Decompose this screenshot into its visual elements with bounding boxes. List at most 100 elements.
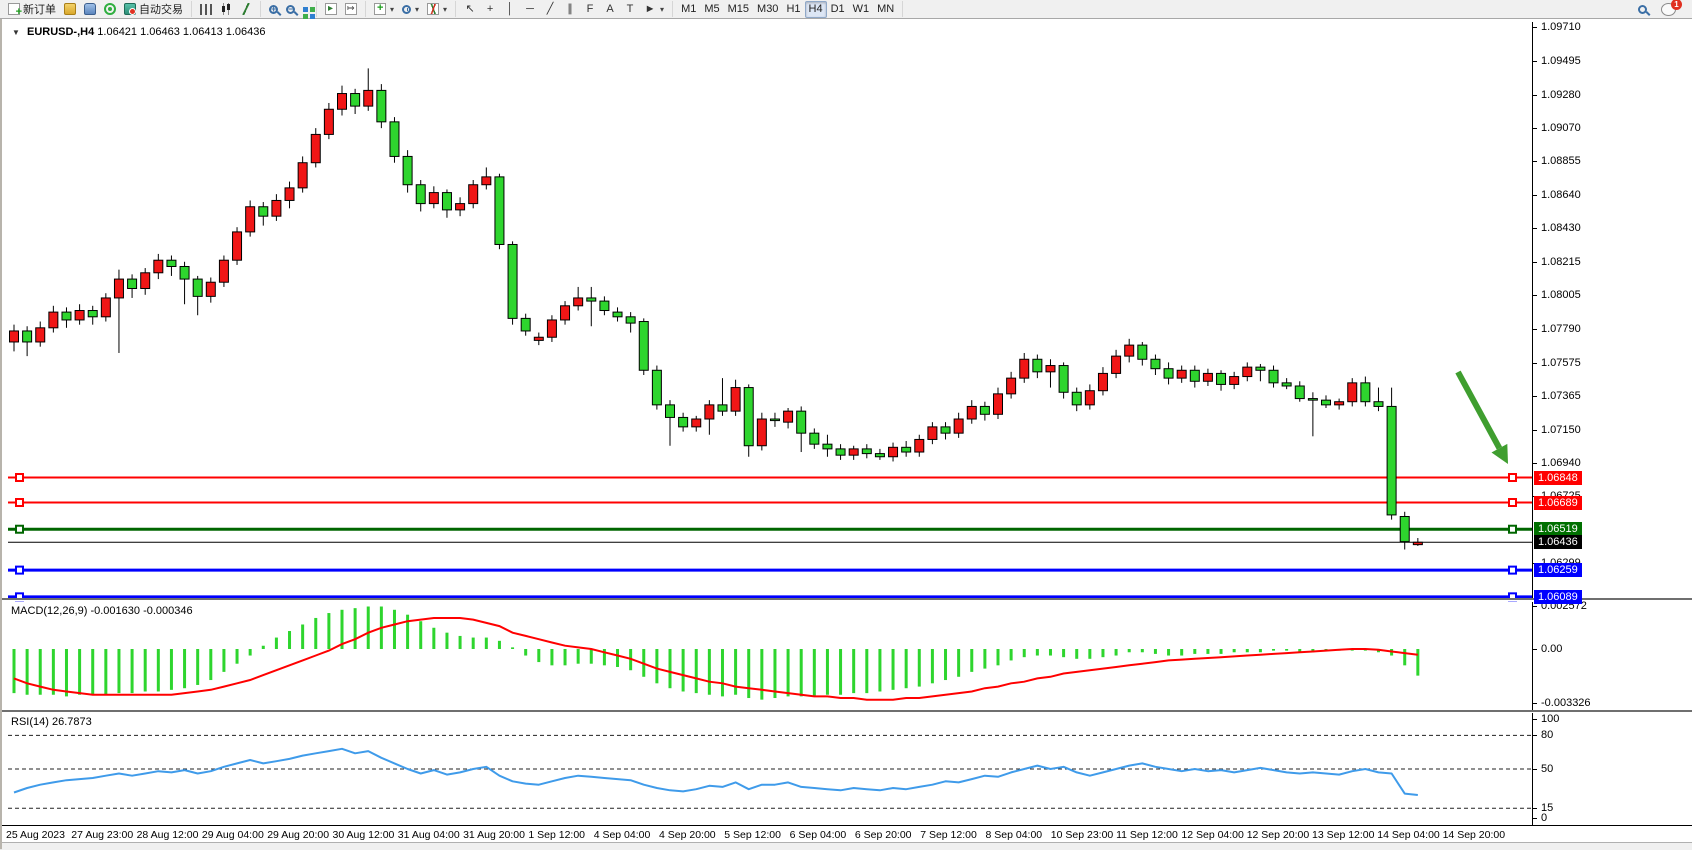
time-label: 11 Sep 12:00 bbox=[1116, 829, 1178, 841]
tf-d1[interactable]: D1 bbox=[827, 1, 849, 18]
line-handle-right[interactable] bbox=[1508, 524, 1517, 534]
periods-button-dropdown-icon[interactable]: ▾ bbox=[415, 4, 420, 14]
auto-scroll-button[interactable] bbox=[321, 1, 341, 18]
candle bbox=[1321, 399, 1331, 406]
autotrade-icon bbox=[124, 3, 136, 15]
text-button[interactable]: A bbox=[600, 1, 620, 18]
tf-w1[interactable]: W1 bbox=[849, 1, 874, 18]
candle bbox=[1294, 385, 1305, 400]
label-button-icon: T bbox=[626, 2, 634, 15]
time-label: 10 Sep 23:00 bbox=[1050, 829, 1114, 841]
bar-chart-button[interactable] bbox=[196, 1, 216, 18]
macd-histogram-bar bbox=[668, 649, 672, 689]
tf-m1[interactable]: M1 bbox=[677, 1, 700, 18]
candle bbox=[218, 259, 229, 283]
macd-histogram-bar bbox=[1206, 649, 1210, 654]
tile-windows-button[interactable] bbox=[299, 1, 312, 18]
chart-shift-button[interactable] bbox=[341, 1, 361, 18]
tf-m5[interactable]: M5 bbox=[700, 1, 723, 18]
trendline-button[interactable]: ╱ bbox=[540, 1, 560, 18]
line-chart-button[interactable] bbox=[236, 1, 256, 18]
candle bbox=[428, 192, 439, 205]
tf-h1[interactable]: H1 bbox=[782, 1, 804, 18]
periods-button[interactable]: ▾ bbox=[398, 1, 423, 18]
time-label: 30 Aug 12:00 bbox=[332, 829, 395, 841]
arrows-button-dropdown-icon[interactable]: ▾ bbox=[660, 4, 665, 14]
arrows-button[interactable]: ► ▾ bbox=[640, 1, 668, 18]
new-order-button-label: 新订单 bbox=[23, 4, 56, 16]
macd-histogram-bar bbox=[602, 649, 606, 666]
vertical-line-button[interactable]: │ bbox=[500, 1, 520, 18]
candle bbox=[953, 418, 964, 434]
line-handle-right[interactable] bbox=[1508, 565, 1517, 575]
price-line-tag: 1.06519 bbox=[1534, 522, 1582, 537]
candle bbox=[1124, 344, 1135, 357]
macd-chart[interactable] bbox=[8, 602, 1532, 710]
line-handle-left[interactable] bbox=[15, 524, 24, 534]
signals-icon[interactable] bbox=[100, 1, 120, 18]
down-arrow-annotation[interactable] bbox=[1455, 370, 1503, 450]
fibonacci-button[interactable]: F bbox=[580, 1, 600, 18]
new-order-button[interactable]: 新订单 bbox=[4, 1, 60, 18]
zoom-out-button[interactable] bbox=[282, 1, 299, 18]
horizontal-line-button[interactable]: ─ bbox=[520, 1, 540, 18]
indicator-icon bbox=[427, 3, 440, 15]
crosshair-button[interactable]: + bbox=[480, 1, 500, 18]
candle bbox=[441, 192, 452, 211]
line-handle-left[interactable] bbox=[15, 498, 24, 508]
macd-label: MACD(12,26,9) -0.001630 -0.000346 bbox=[11, 605, 193, 617]
indicators-button[interactable]: ▾ bbox=[423, 1, 451, 18]
line-handle-left[interactable] bbox=[15, 473, 24, 483]
macd-histogram-bar bbox=[550, 649, 554, 666]
macd-histogram-bar bbox=[511, 647, 515, 649]
collapse-symbol-icon[interactable]: ▼ bbox=[12, 28, 20, 37]
down-arrow-head[interactable] bbox=[1491, 443, 1508, 464]
candle bbox=[323, 108, 334, 135]
time-label: 29 Aug 04:00 bbox=[201, 829, 264, 841]
auto-trading-button[interactable]: 自动交易 bbox=[120, 1, 187, 18]
candle bbox=[520, 317, 531, 332]
time-label: 13 Sep 12:00 bbox=[1312, 829, 1375, 841]
candle bbox=[140, 272, 151, 290]
macd-histogram-bar bbox=[1298, 649, 1302, 653]
new-chart-button-dropdown-icon[interactable]: ▾ bbox=[390, 4, 395, 14]
notifications-icon[interactable]: 1 bbox=[1661, 0, 1682, 16]
community-icon[interactable] bbox=[80, 1, 100, 18]
rsi-chart[interactable] bbox=[8, 713, 1532, 825]
tf-mn[interactable]: MN bbox=[873, 1, 898, 18]
candle bbox=[1189, 369, 1200, 382]
label-button[interactable]: T bbox=[620, 1, 640, 18]
candle bbox=[376, 89, 387, 123]
time-axis[interactable]: 25 Aug 2023 27 Aug 23:00 28 Aug 12:00 29 Au… bbox=[2, 825, 1692, 843]
search-icon[interactable] bbox=[1638, 4, 1647, 14]
indicators-button-dropdown-icon[interactable]: ▾ bbox=[443, 4, 448, 14]
tf-m30[interactable]: M30 bbox=[753, 1, 782, 18]
line-handle-right[interactable] bbox=[1508, 473, 1517, 483]
line-handle-left[interactable] bbox=[15, 565, 24, 575]
fibonacci-button-icon: F bbox=[586, 2, 594, 15]
macd-histogram-bar bbox=[445, 632, 449, 649]
price-line-tag: 1.06689 bbox=[1534, 495, 1582, 510]
price-axis[interactable]: 1.09710 1.09495 1.09280 1.09070 1.08855 1.086… bbox=[1532, 21, 1692, 604]
cursor-button[interactable]: ↖ bbox=[460, 1, 480, 18]
candle-chart-button[interactable] bbox=[216, 1, 236, 18]
tf-m15[interactable]: M15 bbox=[724, 1, 753, 18]
macd-histogram-bar bbox=[301, 624, 305, 649]
new-chart-button[interactable]: ▾ bbox=[370, 1, 398, 18]
channel-button[interactable]: ∥ bbox=[560, 1, 580, 18]
candle bbox=[1071, 391, 1082, 406]
macd-histogram-bar bbox=[1127, 649, 1131, 653]
macd-histogram-bar bbox=[1180, 649, 1184, 656]
tf-h4[interactable]: H4 bbox=[804, 0, 827, 18]
pane-splitter-rsi[interactable] bbox=[2, 710, 1692, 713]
price-chart[interactable] bbox=[8, 22, 1532, 602]
time-label: 31 Aug 20:00 bbox=[463, 829, 525, 841]
zoom-in-button[interactable] bbox=[265, 1, 282, 18]
market-icon[interactable] bbox=[60, 1, 80, 18]
person-icon bbox=[84, 3, 96, 15]
line-handle-right[interactable] bbox=[1508, 498, 1517, 508]
candle bbox=[796, 410, 807, 434]
notification-badge: 1 bbox=[1671, 0, 1682, 10]
pane-splitter-macd[interactable] bbox=[2, 598, 1692, 601]
macd-histogram-bar bbox=[104, 649, 108, 695]
